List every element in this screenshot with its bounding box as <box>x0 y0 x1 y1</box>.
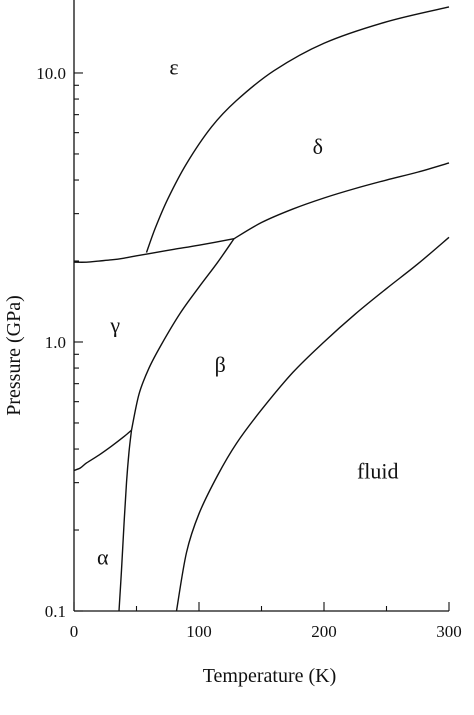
y-tick-label: 1.0 <box>45 333 66 352</box>
region-label: γ <box>109 313 120 338</box>
region-label: β <box>215 352 226 377</box>
phase-boundary-1 <box>73 238 235 263</box>
x-tick-label: 300 <box>436 622 462 641</box>
phase-boundaries <box>73 6 450 612</box>
y-tick-label: 0.1 <box>45 602 66 621</box>
y-tick-label: 10.0 <box>36 64 66 83</box>
region-label: ε <box>169 54 178 79</box>
region-labels: ε δ γ β fluid α <box>97 54 399 569</box>
axis-ticks <box>73 72 450 612</box>
plot-frame <box>73 0 449 612</box>
region-label: fluid <box>357 459 399 484</box>
x-axis-title: Temperature (K) <box>203 665 337 687</box>
tick-labels: 0.1 1.0 10.0 0 100 200 300 <box>36 64 462 641</box>
phase-boundary-4 <box>73 429 132 472</box>
y-axis-title: Pressure (GPa) <box>3 295 25 416</box>
region-label: α <box>97 545 109 570</box>
phase-boundary-3 <box>233 162 450 240</box>
x-tick-label: 0 <box>70 622 79 641</box>
phase-boundary-6 <box>130 238 235 431</box>
phase-boundary-2 <box>145 6 450 253</box>
phase-boundary-7 <box>175 236 450 612</box>
x-tick-label: 100 <box>186 622 212 641</box>
phase-boundary-5 <box>118 430 133 612</box>
region-label: δ <box>313 134 323 159</box>
x-tick-label: 200 <box>311 622 337 641</box>
